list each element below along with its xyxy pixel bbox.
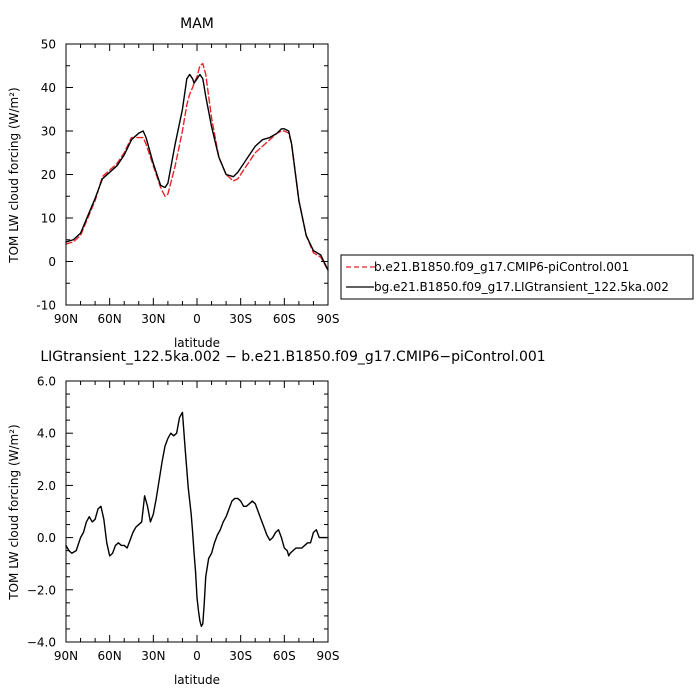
top-series-line-0 <box>65 62 329 271</box>
legend-label-transient: bg.e21.B1850.f09_g17.LIGtransient_122.5k… <box>374 280 669 294</box>
bottom-y-tick-label: 4.0 <box>37 427 56 441</box>
legend: b.e21.B1850.f09_g17.CMIP6-piControl.001 … <box>340 254 694 300</box>
top-x-tick-label: 90N <box>54 312 78 326</box>
top-y-axis-label: TOM LW cloud forcing (W/m²) <box>7 87 21 264</box>
bottom-y-tick-label: 2.0 <box>37 479 56 493</box>
bottom-x-axis-label: latitude <box>174 673 220 687</box>
bottom-x-tick-label: 90N <box>54 649 78 663</box>
top-x-tick-label: 30S <box>229 312 252 326</box>
top-y-tick-label: 10 <box>41 212 56 226</box>
top-x-axis-label: latitude <box>174 336 220 350</box>
top-y-tick-label: 50 <box>41 38 56 52</box>
bottom-panel: LIGtransient_122.5ka.002 − b.e21.B1850.f… <box>7 349 546 687</box>
bottom-x-tick-label: 30S <box>229 649 252 663</box>
bottom-y-axis-label: TOM LW cloud forcing (W/m²) <box>7 424 21 601</box>
top-x-tick-label: 30N <box>141 312 165 326</box>
top-series-layer <box>65 62 329 271</box>
top-x-tick-label: 0 <box>193 312 201 326</box>
top-y-tick-label: 30 <box>41 125 56 139</box>
top-y-tick-label: 20 <box>41 168 56 182</box>
top-y-tick-label: -10 <box>36 299 56 313</box>
bottom-y-tick-label: −2.0 <box>27 583 56 597</box>
bottom-y-tick-label: −4.0 <box>27 636 56 650</box>
top-x-tick-label: 90S <box>317 312 340 326</box>
top-ticks-layer: 90N 60N 30N 0 30S 60S 90S -10 0 10 20 30 40 50 <box>36 38 339 327</box>
bottom-x-tick-label: 60S <box>273 649 296 663</box>
bottom-series-line-0 <box>65 411 329 628</box>
bottom-x-tick-label: 90S <box>317 649 340 663</box>
legend-label-control: b.e21.B1850.f09_g17.CMIP6-piControl.001 <box>374 260 629 274</box>
bottom-ticks-layer: 90N 60N 30N 0 30S 60S 90S −4.0 −2.0 0.0 2.0 4.0 6.0 <box>27 375 340 664</box>
top-x-tick-label: 60N <box>98 312 122 326</box>
top-y-tick-label: 0 <box>48 255 56 269</box>
bottom-y-tick-label: 6.0 <box>37 375 56 389</box>
bottom-x-tick-label: 60N <box>98 649 122 663</box>
top-x-tick-label: 60S <box>273 312 296 326</box>
top-panel: MAM 90N 60N 30N 0 30S 60S 90S -10 0 10 20 30 40 50 la… <box>7 16 339 350</box>
legend-frame <box>340 254 694 300</box>
top-y-tick-label: 40 <box>41 81 56 95</box>
bottom-x-tick-label: 0 <box>193 649 201 663</box>
bottom-series-layer <box>65 411 329 628</box>
bottom-x-tick-label: 30N <box>141 649 165 663</box>
bottom-y-tick-label: 0.0 <box>37 531 56 545</box>
bottom-panel-title: LIGtransient_122.5ka.002 − b.e21.B1850.f… <box>40 349 545 365</box>
top-panel-title: MAM <box>180 16 214 32</box>
top-series-line-1 <box>65 73 329 271</box>
